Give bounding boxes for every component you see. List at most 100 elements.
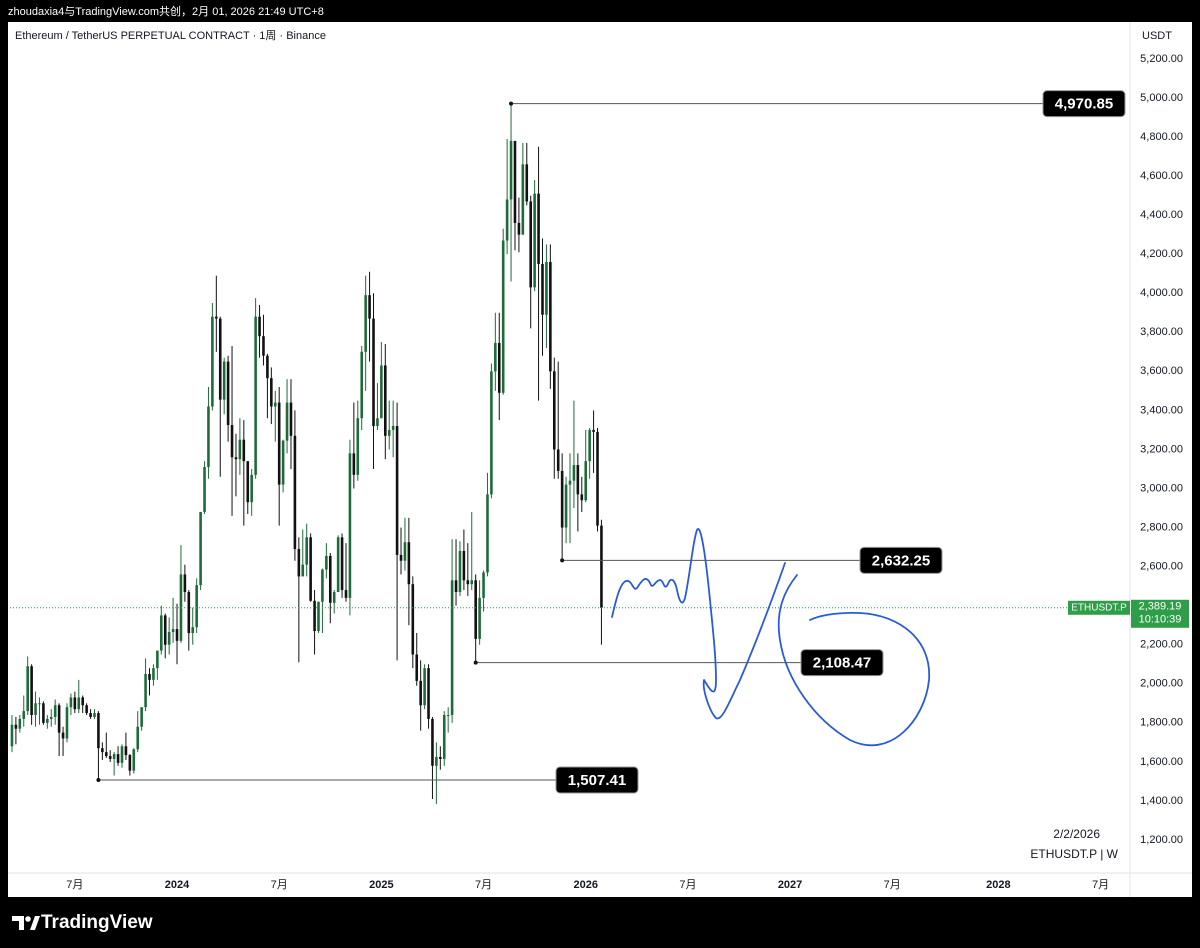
candle-body [317,601,320,632]
candle-body [407,542,411,585]
candle-body [490,371,493,495]
candle-body [584,461,588,501]
candle-body [207,406,210,468]
candle-body [384,365,387,436]
candle-body [533,193,536,288]
candle-body [273,402,277,407]
candle-body [156,650,159,669]
candle-body [439,757,442,759]
y-tick-label: 4,800.00 [1140,131,1183,143]
candle-body [332,592,336,603]
candle-body [423,668,426,706]
candle-body [30,666,33,716]
candle-body [376,418,379,427]
x-tick-label: 7月 [884,879,901,891]
candle-body [435,757,438,766]
candle-body [69,697,73,708]
x-tick-label: 7月 [475,879,492,891]
candle-body [152,668,155,680]
candle-body [183,574,187,593]
price-tag [1131,599,1189,628]
y-tick-label: 2,000.00 [1140,678,1183,690]
candle-body [525,164,529,202]
candle-body [254,316,257,475]
candle-body [325,555,328,570]
candle-body [46,718,49,723]
candle-body [108,756,112,759]
candle-body [34,703,37,716]
y-tick-label: 4,600.00 [1140,170,1183,182]
level-anchor [560,558,565,563]
level-label: 2,632.25 [872,552,930,569]
candle-body [140,707,143,727]
candle-body [513,140,517,223]
candle-body [478,597,481,639]
brand-logo [12,916,40,930]
candle-body [549,261,552,372]
x-tick-label: 2026 [573,879,597,891]
hand-drawing [611,528,930,747]
candle-body [560,470,564,528]
candle-body [509,140,513,200]
candle-body [305,537,308,565]
candle-body [403,542,407,561]
candle-body [482,572,485,598]
candle-body [486,494,489,573]
header-caption: zhoudaxia4与TradingView.com共创，2月 01, 2026… [8,5,324,18]
y-tick-label: 4,000.00 [1140,287,1183,299]
candle-body [458,550,462,593]
candle-body [199,511,202,586]
candle-body [309,537,312,601]
hand-stroke [777,574,930,747]
candle-body [372,318,375,427]
candle-body [179,574,183,641]
candle-body [144,674,147,708]
x-tick-label: 7月 [1092,879,1109,891]
x-tick-label: 7月 [271,879,288,891]
x-tick-label: 2027 [778,879,802,891]
candle-body [246,461,250,503]
candle-body [344,590,348,598]
y-tick-label: 2,600.00 [1140,561,1183,573]
candle-body [242,439,246,462]
candle-body [501,240,505,393]
candle-body [568,480,572,485]
candle-body [399,554,403,561]
candle-body [364,295,367,352]
level-box [800,649,884,677]
candle-body [545,261,548,315]
candle-body [297,549,301,577]
candle-body [517,222,521,235]
logo-shape [12,916,24,930]
candle-body [222,361,226,400]
candle-body [93,713,96,717]
candle-body [89,713,92,717]
candle-body [474,580,477,639]
candle-body [356,418,360,475]
candle-body [411,584,415,655]
y-tick-label: 3,000.00 [1140,482,1183,494]
date-label: 2/2/2026 [1053,827,1100,841]
candle-body [301,564,305,577]
candle-body [270,378,273,407]
candle-body [120,746,124,763]
candle-body [22,711,26,719]
candle-body [277,402,281,485]
level-anchor [473,660,478,665]
y-tick-label: 1,400.00 [1140,795,1183,807]
candle-body [556,449,560,471]
candle-body [97,713,100,749]
candle-body [234,457,238,460]
candle-body [167,632,171,645]
candle-body [132,749,136,771]
candle-body [262,336,265,356]
level-box [1042,90,1126,118]
candle-body [313,600,316,632]
candle-body [497,343,501,393]
candle-body [85,705,88,714]
candle-body [391,426,395,430]
candle-body [454,580,458,593]
candle-body [352,453,356,475]
y-tick-label: 3,400.00 [1140,404,1183,416]
level-box [859,546,943,574]
